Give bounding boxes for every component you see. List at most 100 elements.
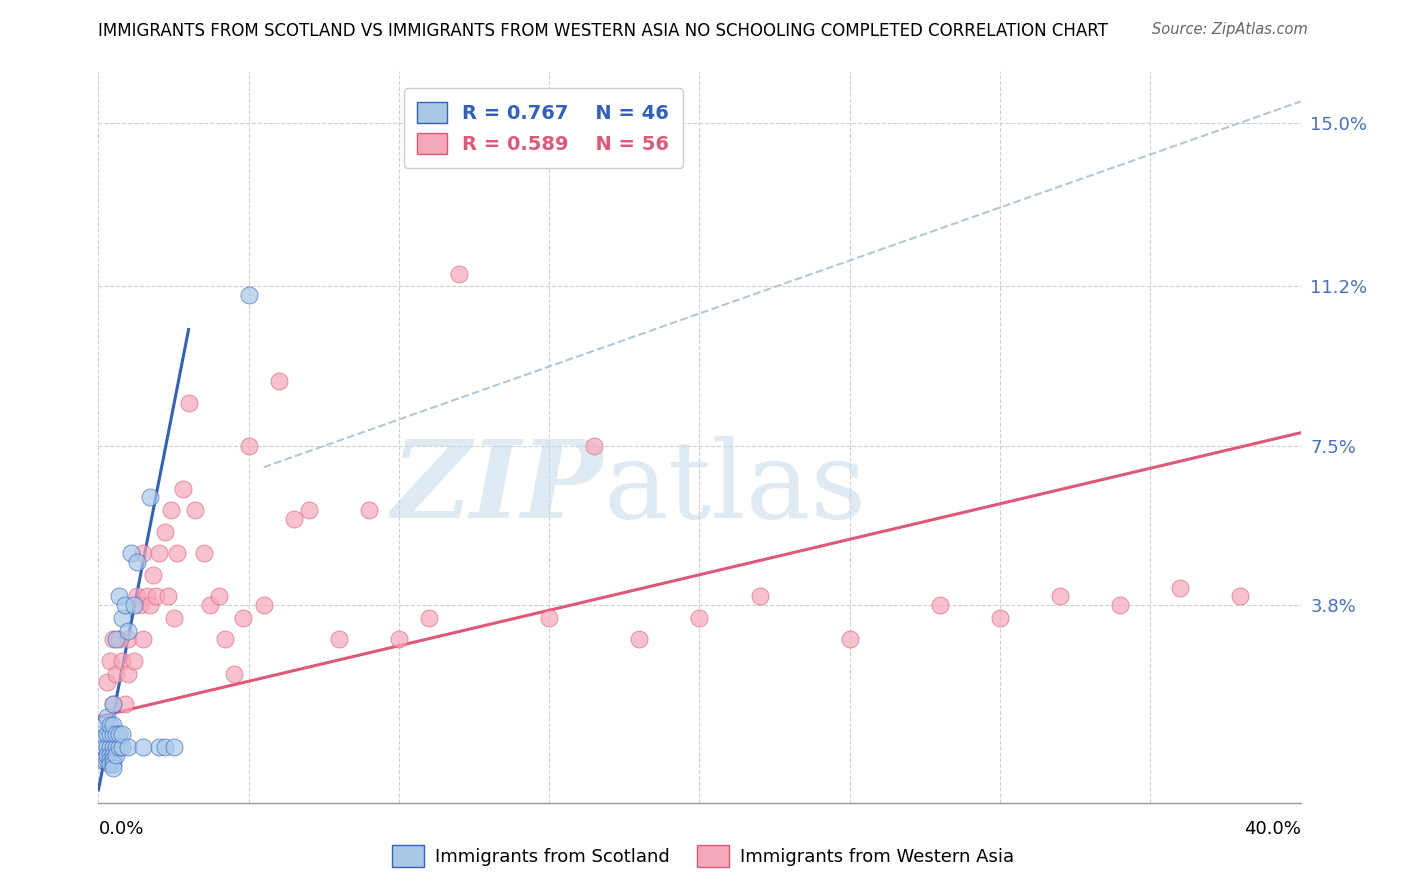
Point bbox=[141, 567, 163, 582]
Point bbox=[96, 753, 118, 767]
Point bbox=[117, 739, 139, 754]
Point bbox=[93, 753, 115, 767]
Point bbox=[105, 632, 128, 647]
Point bbox=[103, 753, 125, 767]
Point bbox=[105, 748, 128, 763]
Point bbox=[111, 739, 134, 754]
Point bbox=[114, 598, 136, 612]
Point bbox=[129, 598, 152, 612]
Point bbox=[103, 757, 125, 772]
Point bbox=[100, 757, 122, 772]
Point bbox=[162, 611, 184, 625]
Point bbox=[238, 439, 260, 453]
Point bbox=[183, 503, 205, 517]
Point bbox=[100, 739, 122, 754]
Point bbox=[117, 632, 139, 647]
Point bbox=[96, 739, 118, 754]
Point bbox=[127, 555, 149, 569]
Point bbox=[748, 589, 770, 603]
Point bbox=[153, 739, 176, 754]
Point bbox=[583, 439, 606, 453]
Point bbox=[222, 666, 245, 681]
Point bbox=[283, 512, 305, 526]
Point bbox=[138, 598, 160, 612]
Point bbox=[103, 739, 125, 754]
Point bbox=[145, 589, 167, 603]
Point bbox=[132, 632, 155, 647]
Point bbox=[105, 727, 128, 741]
Point bbox=[100, 727, 122, 741]
Text: 40.0%: 40.0% bbox=[1244, 820, 1301, 838]
Text: IMMIGRANTS FROM SCOTLAND VS IMMIGRANTS FROM WESTERN ASIA NO SCHOOLING COMPLETED : IMMIGRANTS FROM SCOTLAND VS IMMIGRANTS F… bbox=[98, 22, 1108, 40]
Point bbox=[108, 632, 131, 647]
Legend: Immigrants from Scotland, Immigrants from Western Asia: Immigrants from Scotland, Immigrants fro… bbox=[384, 838, 1022, 874]
Point bbox=[100, 753, 122, 767]
Text: atlas: atlas bbox=[603, 435, 866, 541]
Point bbox=[132, 546, 155, 560]
Point bbox=[103, 727, 125, 741]
Point bbox=[1170, 581, 1192, 595]
Point bbox=[988, 611, 1011, 625]
Point bbox=[105, 739, 128, 754]
Point bbox=[153, 524, 176, 539]
Point bbox=[193, 546, 215, 560]
Point bbox=[108, 739, 131, 754]
Point bbox=[159, 503, 181, 517]
Point bbox=[1049, 589, 1071, 603]
Point bbox=[103, 761, 125, 775]
Point bbox=[114, 697, 136, 711]
Point bbox=[267, 374, 290, 388]
Point bbox=[132, 739, 155, 754]
Point bbox=[156, 589, 179, 603]
Point bbox=[357, 503, 380, 517]
Point bbox=[138, 491, 160, 505]
Point bbox=[111, 611, 134, 625]
Point bbox=[124, 654, 146, 668]
Point bbox=[117, 666, 139, 681]
Point bbox=[100, 654, 122, 668]
Point bbox=[121, 546, 143, 560]
Point bbox=[105, 666, 128, 681]
Point bbox=[100, 718, 122, 732]
Point bbox=[388, 632, 411, 647]
Point bbox=[238, 288, 260, 302]
Point bbox=[117, 624, 139, 638]
Text: 0.0%: 0.0% bbox=[98, 820, 143, 838]
Point bbox=[628, 632, 651, 647]
Point bbox=[100, 748, 122, 763]
Point bbox=[198, 598, 221, 612]
Point bbox=[214, 632, 236, 647]
Point bbox=[172, 482, 194, 496]
Point bbox=[103, 632, 125, 647]
Point bbox=[135, 589, 157, 603]
Point bbox=[1229, 589, 1251, 603]
Point bbox=[232, 611, 254, 625]
Point bbox=[96, 748, 118, 763]
Point bbox=[108, 727, 131, 741]
Point bbox=[96, 727, 118, 741]
Point bbox=[103, 718, 125, 732]
Point bbox=[103, 697, 125, 711]
Point bbox=[108, 589, 131, 603]
Legend: R = 0.767    N = 46, R = 0.589    N = 56: R = 0.767 N = 46, R = 0.589 N = 56 bbox=[404, 88, 683, 168]
Point bbox=[148, 546, 170, 560]
Point bbox=[418, 611, 440, 625]
Point bbox=[96, 710, 118, 724]
Point bbox=[96, 675, 118, 690]
Point bbox=[177, 395, 200, 409]
Point bbox=[1109, 598, 1132, 612]
Point bbox=[93, 739, 115, 754]
Point bbox=[127, 589, 149, 603]
Point bbox=[103, 748, 125, 763]
Point bbox=[253, 598, 276, 612]
Point bbox=[124, 598, 146, 612]
Point bbox=[298, 503, 321, 517]
Point bbox=[90, 753, 112, 767]
Point bbox=[208, 589, 231, 603]
Point bbox=[328, 632, 350, 647]
Point bbox=[90, 727, 112, 741]
Point bbox=[538, 611, 561, 625]
Point bbox=[838, 632, 860, 647]
Point bbox=[148, 739, 170, 754]
Text: Source: ZipAtlas.com: Source: ZipAtlas.com bbox=[1152, 22, 1308, 37]
